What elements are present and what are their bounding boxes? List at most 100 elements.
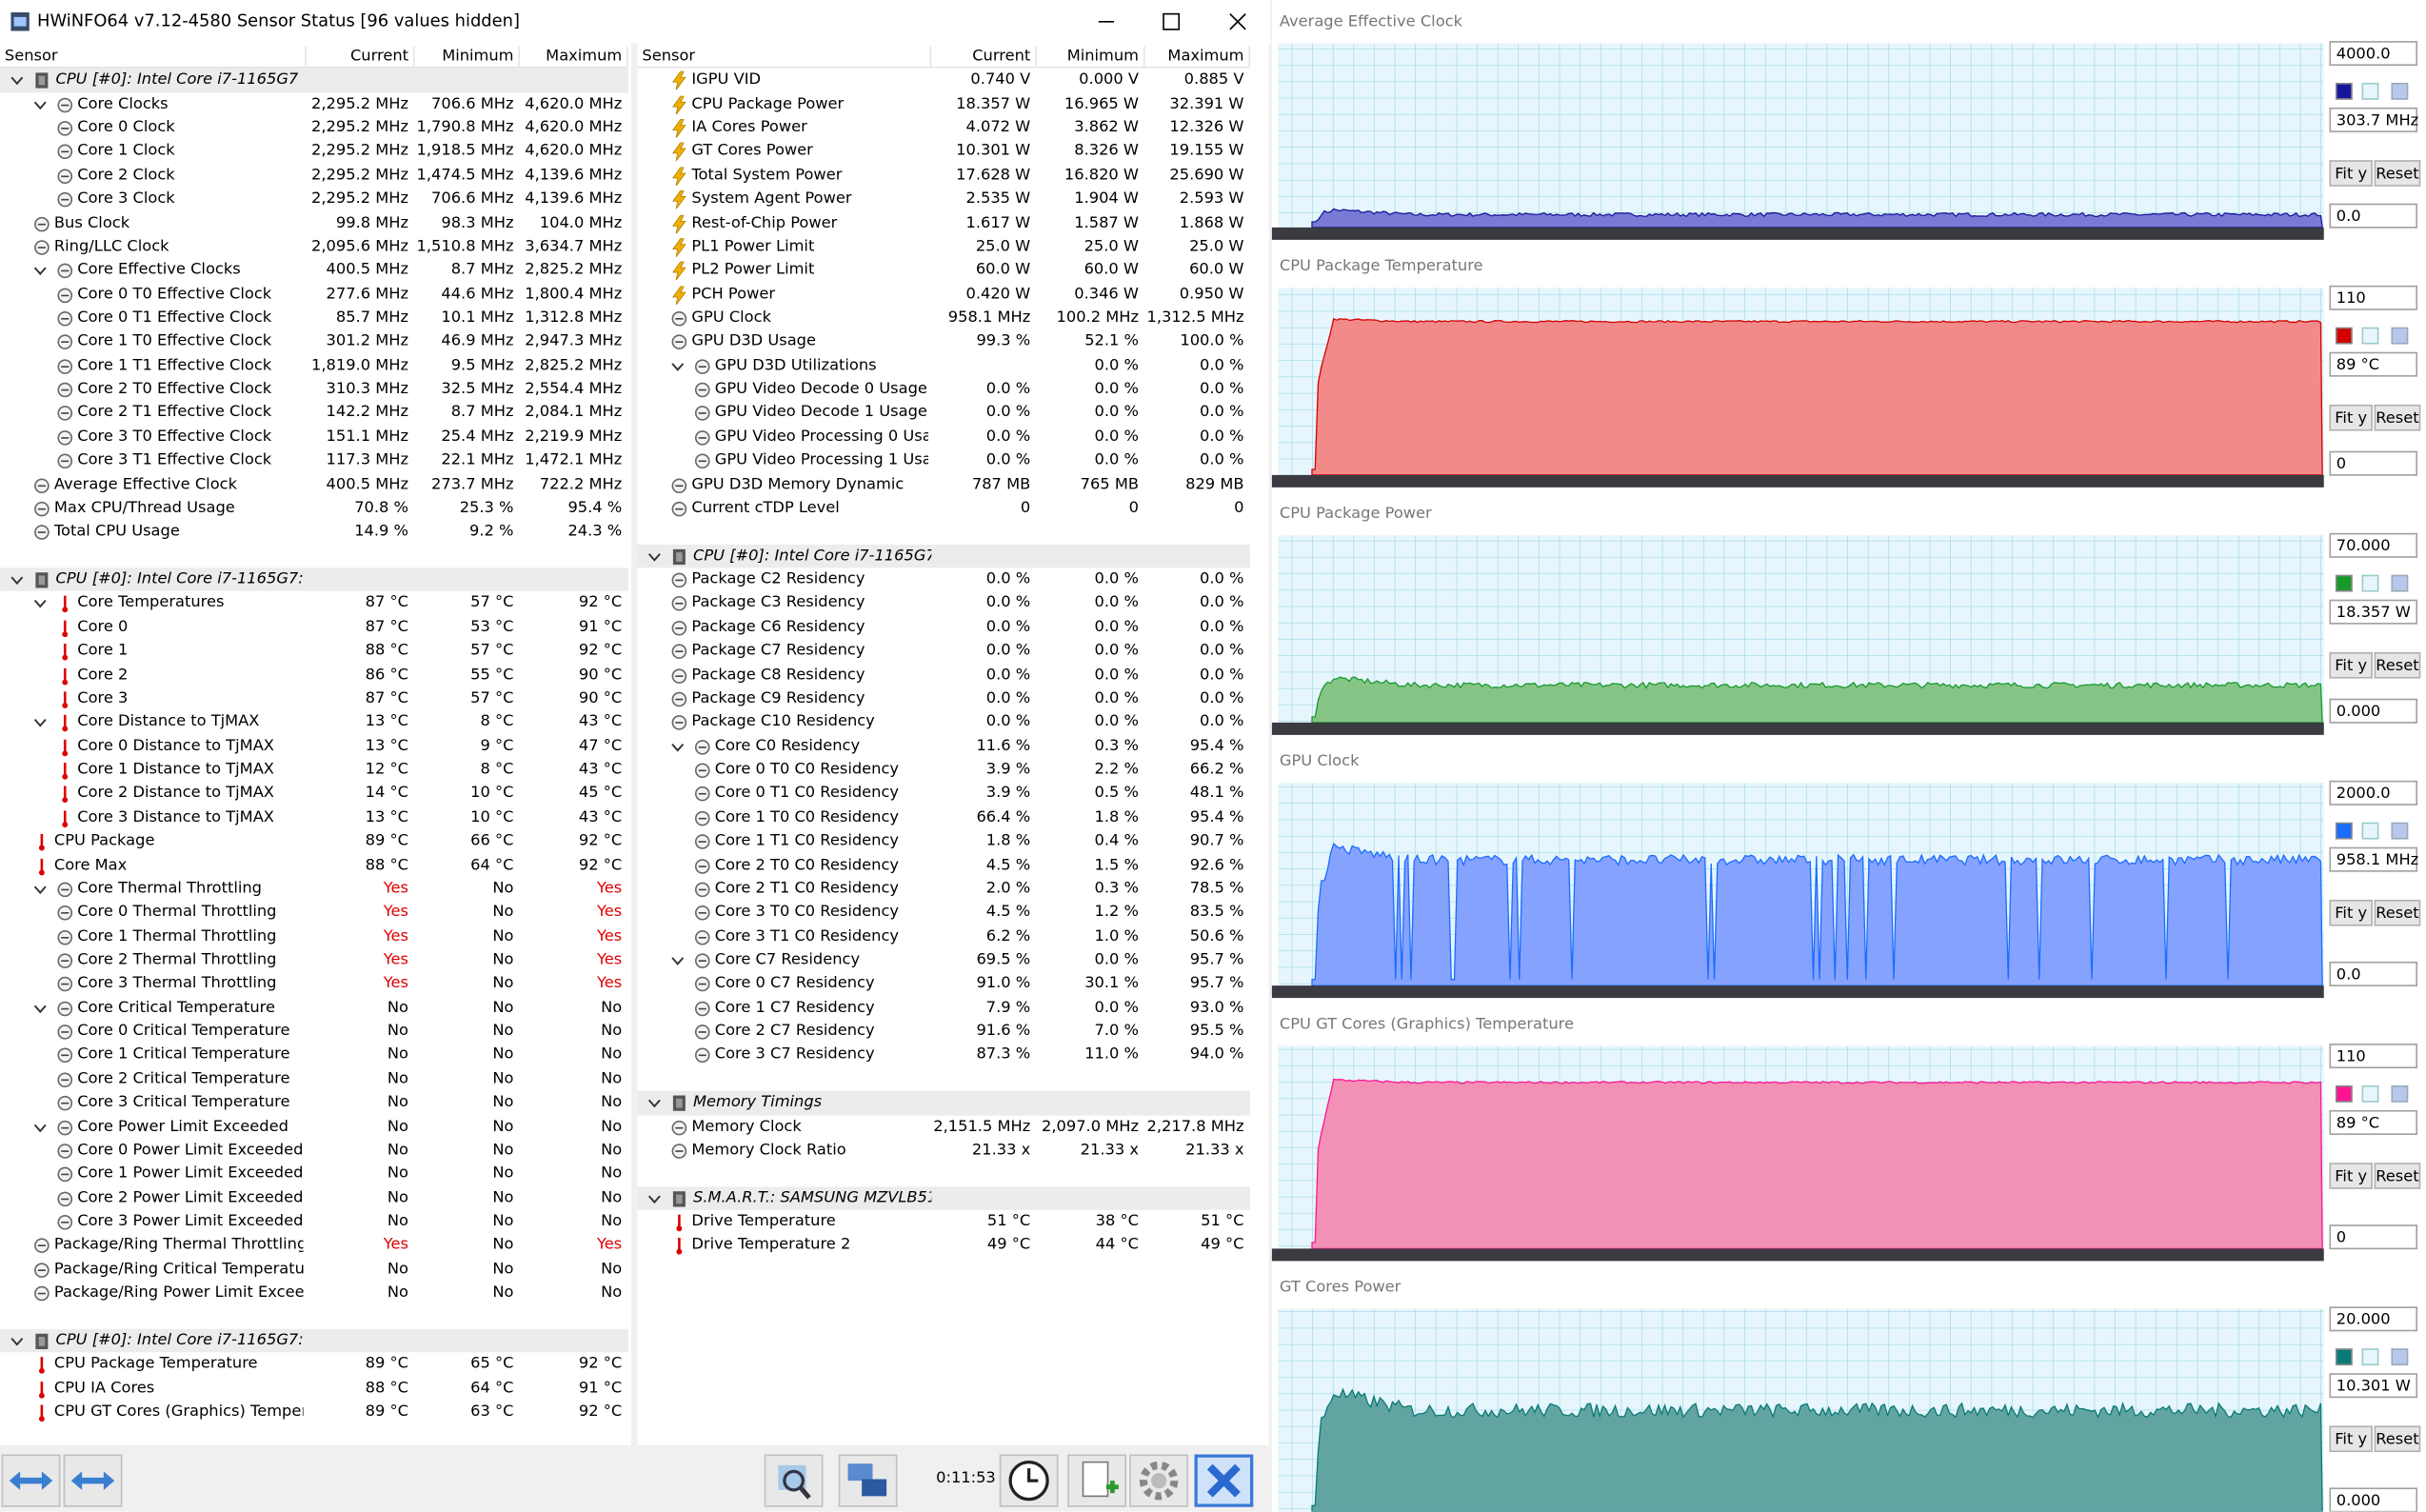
- sensor-row[interactable]: PL2 Power Limit 60.0 W 60.0 W 60.0 W: [638, 259, 1251, 283]
- fit-button[interactable]: Fit y: [2335, 164, 2367, 182]
- sensor-row[interactable]: Core 2 T0 C0 Residency 4.5 % 1.5 % 92.6 %: [638, 853, 1251, 877]
- fit-button[interactable]: Fit y: [2335, 904, 2367, 922]
- swatch[interactable]: [2391, 1084, 2409, 1103]
- reset-button-bg[interactable]: [2374, 404, 2421, 431]
- sensor-row[interactable]: Core 2 Distance to TjMAX 14 °C 10 °C 45 °C: [0, 782, 628, 806]
- color-swatch[interactable]: [2335, 574, 2353, 592]
- column-header[interactable]: Maximum: [1145, 46, 1250, 67]
- sensor-row[interactable]: Core 1 Clock 2,295.2 MHz 1,918.5 MHz 4,620.…: [0, 140, 628, 164]
- reset-button-bg[interactable]: [2374, 899, 2421, 926]
- expand-toggle[interactable]: [32, 714, 48, 733]
- sensor-row[interactable]: Core 1 Critical Temperature No No No: [0, 1044, 628, 1067]
- reset-button[interactable]: Reset: [2376, 408, 2418, 427]
- sensor-row[interactable]: Average Effective Clock 400.5 MHz 273.7 MH…: [0, 473, 628, 497]
- sensor-row[interactable]: Core 2 Power Limit Exceeded No No No: [0, 1186, 628, 1210]
- expand-toggle[interactable]: [646, 547, 662, 567]
- expand-toggle[interactable]: [10, 1332, 25, 1351]
- color-swatch[interactable]: [2335, 327, 2353, 345]
- sensor-row[interactable]: CPU IA Cores 88 °C 64 °C 91 °C: [0, 1377, 628, 1401]
- fit-button-bg[interactable]: [2329, 1163, 2373, 1189]
- expand-toggle[interactable]: [32, 880, 48, 899]
- sensor-row[interactable]: IA Cores Power 4.072 W 3.862 W 12.326 W: [638, 116, 1251, 140]
- fit-button-bg[interactable]: [2329, 651, 2373, 679]
- sensor-row[interactable]: Package C7 Residency 0.0 % 0.0 % 0.0 %: [638, 639, 1251, 663]
- fit-button[interactable]: Fit y: [2335, 1430, 2367, 1448]
- window-controls[interactable]: [1084, 0, 1269, 44]
- sensor-row[interactable]: Core 1 T1 Effective Clock 1,819.0 MHz 9.5 …: [0, 354, 628, 378]
- expand-toggle[interactable]: [10, 71, 25, 90]
- sensor-row[interactable]: Package C10 Residency 0.0 % 0.0 % 0.0 %: [638, 710, 1251, 734]
- sensor-row[interactable]: Drive Temperature 51 °C 38 °C 51 °C: [638, 1210, 1251, 1234]
- sensor-row[interactable]: Core 1 T0 C0 Residency 66.4 % 1.8 % 95.4 %: [638, 806, 1251, 829]
- sensor-row[interactable]: Core 1 88 °C 57 °C 92 °C: [0, 639, 628, 663]
- color-swatch[interactable]: [2335, 822, 2353, 840]
- reset-button[interactable]: Reset: [2376, 1430, 2418, 1448]
- sensor-row[interactable]: Core 0 Thermal Throttling Yes No Yes: [0, 901, 628, 925]
- report-button[interactable]: [764, 1454, 824, 1507]
- sensor-row[interactable]: Core 1 Distance to TjMAX 12 °C 8 °C 43 °C: [0, 758, 628, 782]
- sensor-row[interactable]: Core 2 C7 Residency 91.6 % 7.0 % 95.5 %: [638, 1020, 1251, 1044]
- column-header[interactable]: Current: [931, 46, 1037, 67]
- prev-button[interactable]: [1, 1454, 61, 1507]
- column-header[interactable]: Sensor: [638, 46, 932, 67]
- sensor-row[interactable]: System Agent Power 2.535 W 1.904 W 2.593 W: [638, 188, 1251, 211]
- sensor-row[interactable]: Core Temperatures 87 °C 57 °C 92 °C: [0, 591, 628, 615]
- column-header[interactable]: Maximum: [520, 46, 628, 67]
- reset-button[interactable]: Reset: [2376, 164, 2418, 182]
- color-swatch[interactable]: [2335, 1084, 2353, 1103]
- sensor-row[interactable]: CPU GT Cores (Graphics) Tempera... 89 °C 6…: [0, 1401, 628, 1424]
- swatch[interactable]: [2361, 1348, 2379, 1366]
- sensor-row[interactable]: GPU D3D Utilizations 0.0 % 0.0 %: [638, 354, 1251, 378]
- swatch[interactable]: [2391, 327, 2409, 345]
- sensor-row[interactable]: Core 0 T0 C0 Residency 3.9 % 2.2 % 66.2 %: [638, 758, 1251, 782]
- expand-toggle[interactable]: [670, 951, 686, 970]
- reset-button[interactable]: Reset: [2376, 904, 2418, 922]
- swatch[interactable]: [2361, 1084, 2379, 1103]
- swatch[interactable]: [2391, 822, 2409, 840]
- sensor-row[interactable]: Core 0 Power Limit Exceeded No No No: [0, 1139, 628, 1163]
- reset-button-bg[interactable]: [2374, 1425, 2421, 1453]
- expand-toggle[interactable]: [32, 262, 48, 281]
- sensor-row[interactable]: Core 0 C7 Residency 91.0 % 30.1 % 95.7 %: [638, 972, 1251, 996]
- sensor-row[interactable]: Package C9 Residency 0.0 % 0.0 % 0.0 %: [638, 686, 1251, 710]
- expand-toggle[interactable]: [646, 1189, 662, 1208]
- sensor-row[interactable]: Core Power Limit Exceeded No No No: [0, 1115, 628, 1139]
- expand-toggle[interactable]: [32, 999, 48, 1018]
- sensor-row[interactable]: GT Cores Power 10.301 W 8.326 W 19.155 W: [638, 140, 1251, 164]
- sensor-row[interactable]: Package/Ring Power Limit Exceeded No No No: [0, 1282, 628, 1305]
- sensor-row[interactable]: Package/Ring Thermal Throttling Yes No Yes: [0, 1234, 628, 1258]
- sensor-row[interactable]: Core 3 T0 Effective Clock 151.1 MHz 25.4 M…: [0, 426, 628, 449]
- sensor-row[interactable]: Core 3 Thermal Throttling Yes No Yes: [0, 972, 628, 996]
- column-header[interactable]: Minimum: [415, 46, 520, 67]
- expand-toggle[interactable]: [10, 571, 25, 590]
- column-header[interactable]: Sensor: [0, 46, 307, 67]
- sensor-row[interactable]: GPU Clock 958.1 MHz 100.2 MHz 1,312.5 MHz: [638, 307, 1251, 330]
- reset-button-bg[interactable]: [2374, 1163, 2421, 1189]
- sensor-row[interactable]: GPU D3D Usage 99.3 % 52.1 % 100.0 %: [638, 330, 1251, 354]
- reset-button[interactable]: Reset: [2376, 656, 2418, 674]
- swatch[interactable]: [2391, 574, 2409, 592]
- column-header[interactable]: Current: [307, 46, 415, 67]
- log-button[interactable]: [1067, 1454, 1126, 1507]
- fit-button-bg[interactable]: [2329, 899, 2373, 926]
- sensor-row[interactable]: Package C3 Residency 0.0 % 0.0 % 0.0 %: [638, 591, 1251, 615]
- sensor-row[interactable]: CPU Package Temperature 89 °C 65 °C 92 °C: [0, 1353, 628, 1377]
- sensor-row[interactable]: CPU Package 89 °C 66 °C 92 °C: [0, 829, 628, 853]
- sensor-row[interactable]: Core C7 Residency 69.5 % 0.0 % 95.7 %: [638, 948, 1251, 972]
- sensor-row[interactable]: Core Max 88 °C 64 °C 92 °C: [0, 853, 628, 877]
- fit-button[interactable]: Fit y: [2335, 656, 2367, 674]
- sensor-row[interactable]: Core C0 Residency 11.6 % 0.3 % 95.4 %: [638, 734, 1251, 758]
- fit-button-bg[interactable]: [2329, 160, 2373, 187]
- sensor-row[interactable]: Core 2 Clock 2,295.2 MHz 1,474.5 MHz 4,139.…: [0, 164, 628, 188]
- sensor-row[interactable]: GPU Video Processing 1 Usage 0.0 % 0.0 % 0.…: [638, 449, 1251, 473]
- expand-toggle[interactable]: [670, 357, 686, 376]
- sensor-row[interactable]: Core 0 T1 Effective Clock 85.7 MHz 10.1 MH…: [0, 307, 628, 330]
- sensor-row[interactable]: Core 0 T1 C0 Residency 3.9 % 0.5 % 48.1 %: [638, 782, 1251, 806]
- reset-button[interactable]: Reset: [2376, 1166, 2418, 1184]
- clock-button[interactable]: [999, 1454, 1059, 1507]
- sensor-row[interactable]: Core 2 T1 Effective Clock 142.2 MHz 8.7 MH…: [0, 402, 628, 426]
- sensor-row[interactable]: Core 3 T1 C0 Residency 6.2 % 1.0 % 50.6 %: [638, 925, 1251, 948]
- sensor-row[interactable]: Rest-of-Chip Power 1.617 W 1.587 W 1.868 W: [638, 211, 1251, 235]
- expand-toggle[interactable]: [32, 595, 48, 614]
- sensor-row[interactable]: Core 0 T0 Effective Clock 277.6 MHz 44.6 M…: [0, 283, 628, 307]
